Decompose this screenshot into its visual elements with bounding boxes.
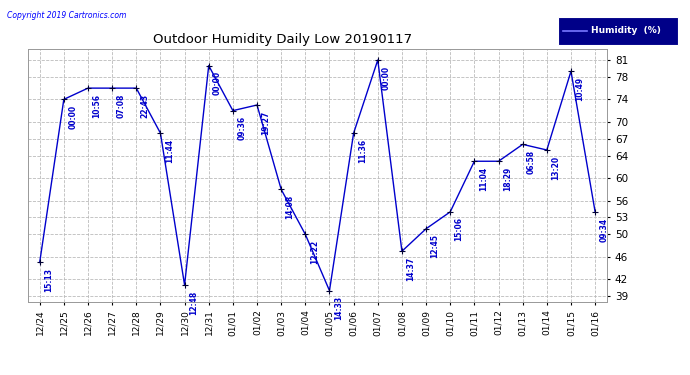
Text: 13:20: 13:20	[551, 156, 560, 180]
Text: 12:48: 12:48	[189, 291, 198, 315]
Text: 00:00: 00:00	[68, 105, 77, 129]
Text: 14:33: 14:33	[334, 296, 343, 320]
Text: 18:29: 18:29	[503, 167, 512, 191]
Text: Humidity  (%): Humidity (%)	[591, 26, 660, 36]
Text: 00:00: 00:00	[213, 71, 222, 95]
Text: 12:45: 12:45	[431, 234, 440, 258]
Text: 10:56: 10:56	[92, 94, 101, 118]
Text: 07:08: 07:08	[117, 94, 126, 118]
Text: 11:36: 11:36	[358, 139, 367, 163]
Text: 11:04: 11:04	[479, 167, 488, 191]
Title: Outdoor Humidity Daily Low 20190117: Outdoor Humidity Daily Low 20190117	[153, 33, 412, 46]
Text: 06:58: 06:58	[527, 150, 536, 174]
Text: 15:06: 15:06	[455, 217, 464, 242]
Text: 00:00: 00:00	[382, 66, 391, 90]
Text: Copyright 2019 Cartronics.com: Copyright 2019 Cartronics.com	[7, 11, 126, 20]
Text: 11:44: 11:44	[165, 139, 174, 163]
Text: 14:08: 14:08	[286, 195, 295, 219]
Text: 09:36: 09:36	[237, 116, 246, 140]
Text: 22:43: 22:43	[141, 94, 150, 118]
Text: 19:27: 19:27	[262, 111, 270, 135]
Text: 09:34: 09:34	[600, 217, 609, 242]
Text: 10:49: 10:49	[575, 77, 584, 101]
Text: 14:37: 14:37	[406, 257, 415, 281]
Text: 12:22: 12:22	[310, 240, 319, 264]
Text: 15:13: 15:13	[44, 268, 53, 292]
